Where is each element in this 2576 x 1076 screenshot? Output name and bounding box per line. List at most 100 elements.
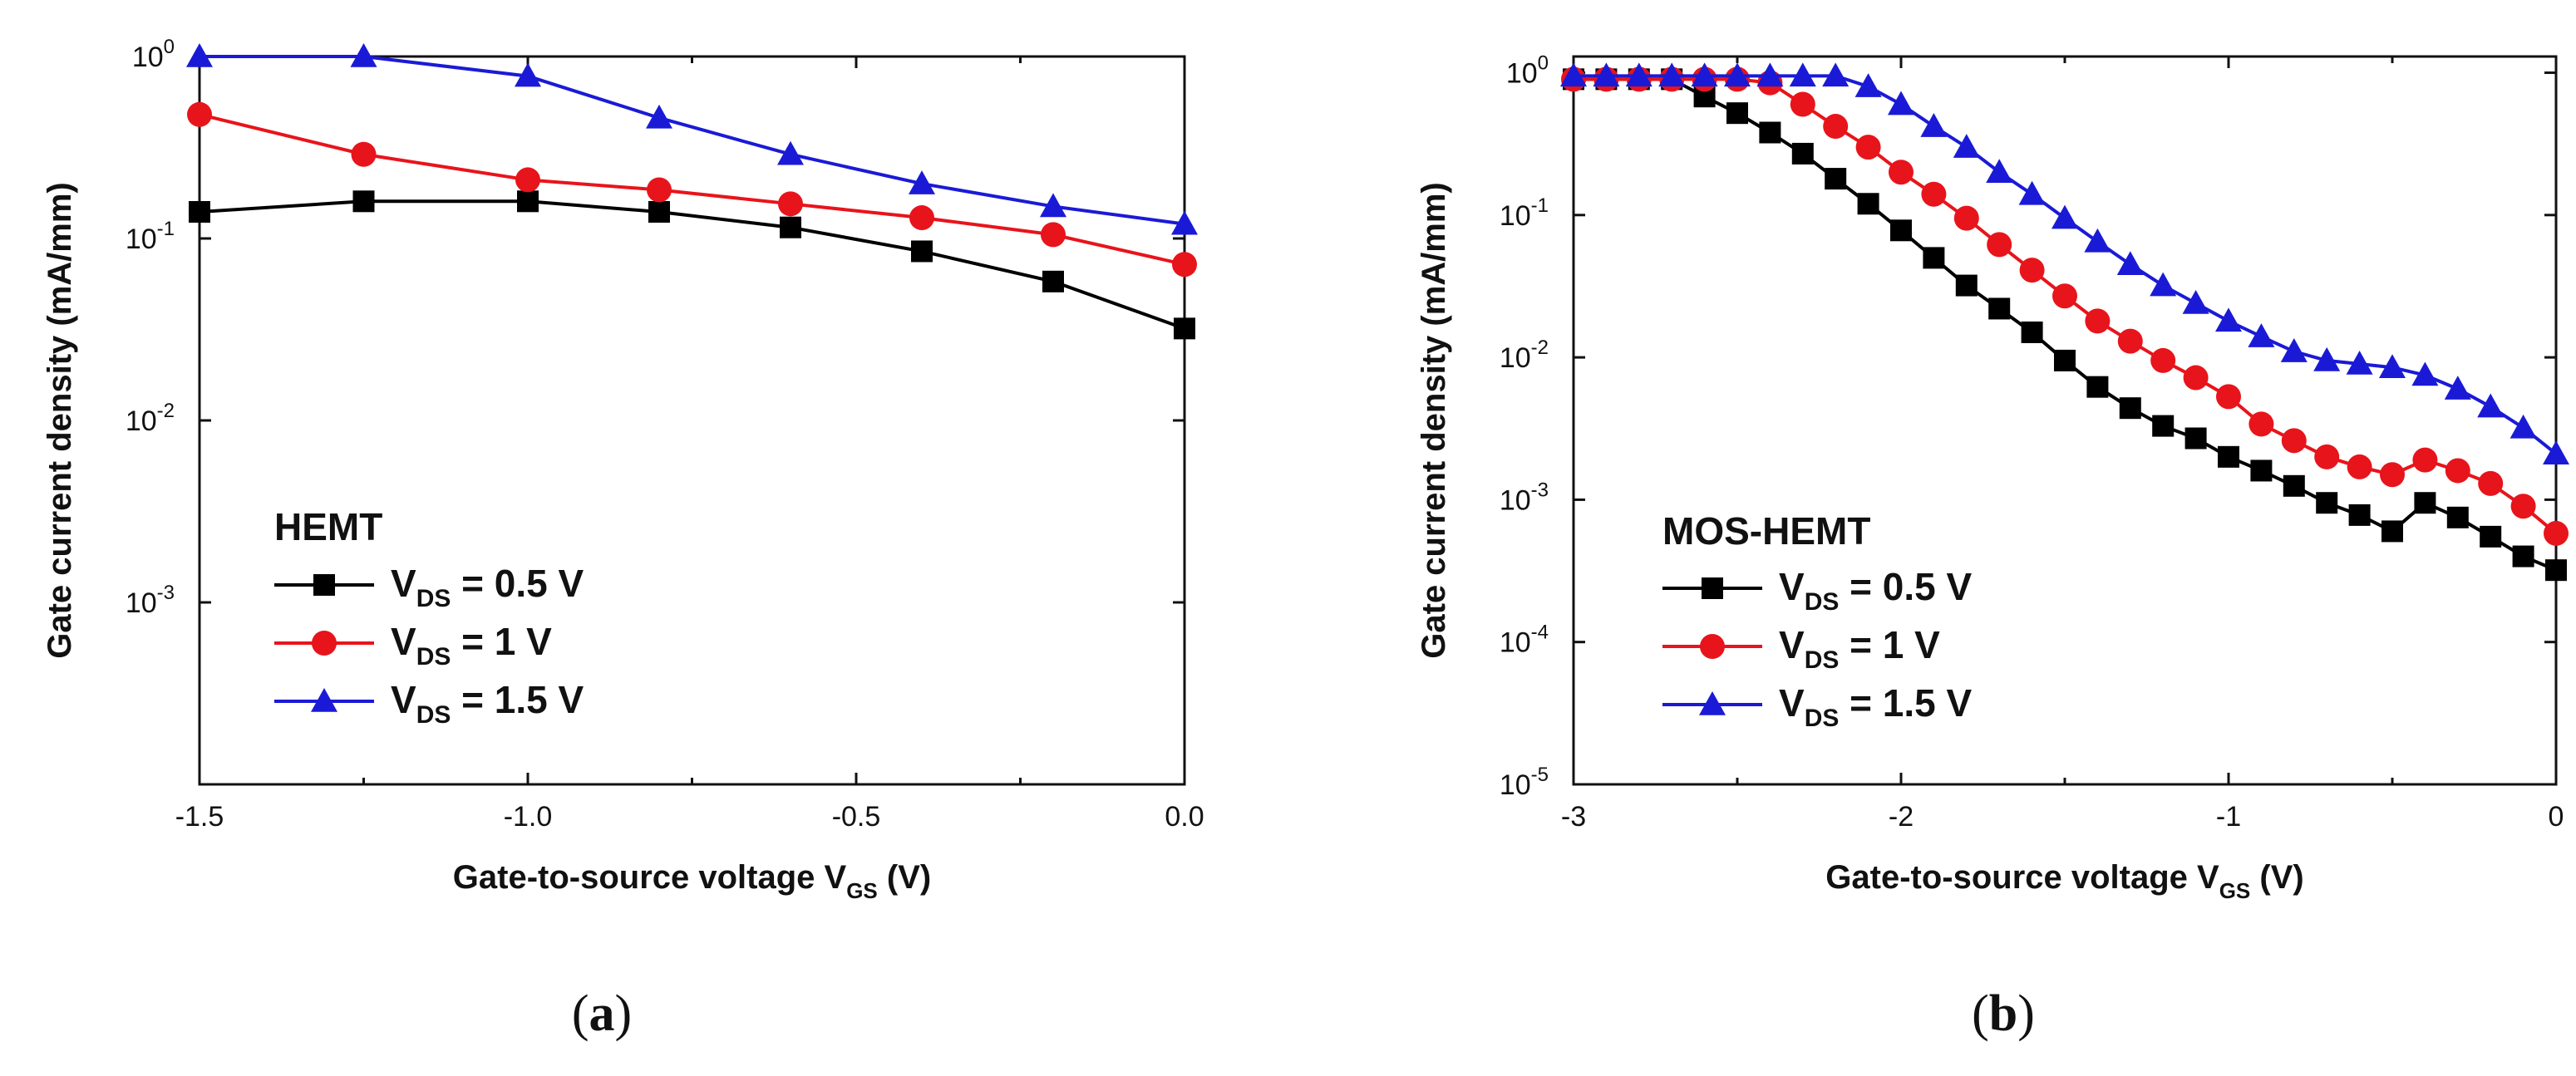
- data-point: [2446, 506, 2469, 528]
- series-line: [199, 112, 1185, 267]
- legend-swatch-marker: [1699, 691, 1726, 715]
- data-point: [2510, 494, 2536, 519]
- data-point: [1890, 219, 1912, 242]
- legend-entry: VDS = 1.5 V: [1779, 681, 1973, 732]
- data-point: [1691, 62, 1718, 87]
- data-point: [2281, 428, 2307, 454]
- data-point: [1988, 297, 2011, 320]
- y-tick-label: 10-3: [1500, 479, 1549, 516]
- data-point: [1172, 252, 1197, 278]
- data-point: [1955, 274, 1978, 297]
- x-tick-label: -1: [2216, 801, 2241, 833]
- y-tick-label: 100: [132, 36, 175, 73]
- caption-open-paren: (: [572, 985, 589, 1042]
- data-point: [1756, 62, 1784, 87]
- data-point: [778, 191, 803, 217]
- data-point: [1825, 168, 1847, 190]
- data-point: [1987, 232, 2012, 258]
- data-point: [2346, 350, 2373, 375]
- caption-close-paren: ): [615, 985, 633, 1042]
- x-axis-label-text: Gate-to-source voltage V: [1825, 859, 2219, 896]
- legend-entry-subscript: DS: [416, 643, 451, 671]
- data-point: [1790, 91, 1815, 117]
- data-point: [1823, 114, 1849, 140]
- data-point: [2381, 520, 2403, 543]
- x-tick-label: -2: [1889, 801, 1914, 833]
- data-point: [2411, 361, 2439, 386]
- legend-entry: VDS = 1 V: [391, 620, 552, 671]
- y-tick-exponent: -3: [1531, 479, 1549, 501]
- data-point: [189, 200, 210, 223]
- y-tick-exponent: -2: [1531, 337, 1549, 359]
- y-axis-label: Gate current density (mA/mm): [42, 182, 78, 658]
- series-2: [186, 43, 1198, 235]
- data-point: [2084, 228, 2111, 253]
- x-axis-label-unit: (V): [2250, 859, 2303, 896]
- plot-frame: [198, 55, 1186, 786]
- data-point: [2348, 504, 2371, 526]
- data-point: [646, 104, 672, 129]
- data-point: [780, 216, 801, 238]
- legend-title: MOS-HEMT: [1662, 509, 1870, 553]
- x-tick-label: -0.5: [832, 801, 881, 833]
- legend-entry-main: V: [391, 620, 416, 663]
- series-0: [189, 190, 1195, 340]
- y-tick-label: 10-5: [1500, 764, 1549, 801]
- data-point: [1855, 135, 1881, 160]
- series-1: [187, 101, 1197, 278]
- data-point: [1174, 317, 1195, 340]
- legend-entry-rest: = 1 V: [451, 620, 552, 663]
- legend-entry-main: V: [391, 562, 416, 605]
- y-tick-base: 10: [126, 224, 157, 255]
- data-point: [647, 177, 672, 203]
- y-axis-label: Gate current density (mA/mm): [1416, 182, 1452, 658]
- data-point: [2019, 258, 2045, 283]
- data-point: [2085, 308, 2111, 334]
- y-tick-exponent: 0: [164, 36, 175, 58]
- data-point: [1625, 62, 1652, 87]
- data-point: [2018, 180, 2046, 205]
- legend-entry-subscript: DS: [1805, 588, 1840, 616]
- data-point: [1658, 62, 1686, 87]
- legend-entry-main: V: [1779, 565, 1805, 608]
- data-point: [1889, 160, 1914, 185]
- y-tick-label: 10-4: [1500, 622, 1549, 659]
- data-point: [2215, 307, 2242, 332]
- data-point: [351, 141, 377, 167]
- y-tick-base: 10: [1506, 58, 1538, 90]
- data-point: [515, 62, 541, 87]
- y-tick-exponent: -3: [157, 582, 175, 604]
- data-point: [2544, 520, 2569, 546]
- data-point: [1042, 270, 1064, 292]
- data-point: [1789, 62, 1816, 87]
- x-axis-label: Gate-to-source voltage VGS (V): [453, 859, 931, 903]
- y-tick-exponent: -4: [1531, 622, 1549, 644]
- data-point: [2314, 444, 2340, 469]
- y-tick-label: 100: [1506, 52, 1549, 90]
- x-tick-label: 0.0: [1165, 801, 1204, 833]
- legend-entry: VDS = 1 V: [1779, 623, 1940, 674]
- data-point: [2248, 323, 2275, 347]
- data-point: [2051, 204, 2078, 229]
- y-tick-base: 10: [1500, 769, 1531, 801]
- y-tick-base: 10: [1500, 627, 1531, 659]
- data-point: [1822, 62, 1849, 87]
- data-point: [648, 200, 670, 223]
- legend-swatch-marker: [312, 631, 337, 656]
- y-tick-base: 10: [132, 42, 164, 73]
- y-tick-exponent: 0: [1538, 52, 1549, 75]
- data-point: [1857, 193, 1879, 215]
- data-point: [1041, 222, 1066, 248]
- data-point: [2150, 272, 2177, 297]
- series-line: [199, 199, 1185, 331]
- data-point: [1921, 181, 1947, 207]
- x-axis-label-text: Gate-to-source voltage V: [453, 859, 847, 896]
- data-point: [2478, 470, 2504, 496]
- series-1: [1561, 66, 2569, 546]
- caption-letter: a: [589, 985, 615, 1042]
- data-point: [1920, 113, 1948, 137]
- legend-entry-rest: = 1.5 V: [1839, 681, 1972, 725]
- data-point: [352, 190, 375, 213]
